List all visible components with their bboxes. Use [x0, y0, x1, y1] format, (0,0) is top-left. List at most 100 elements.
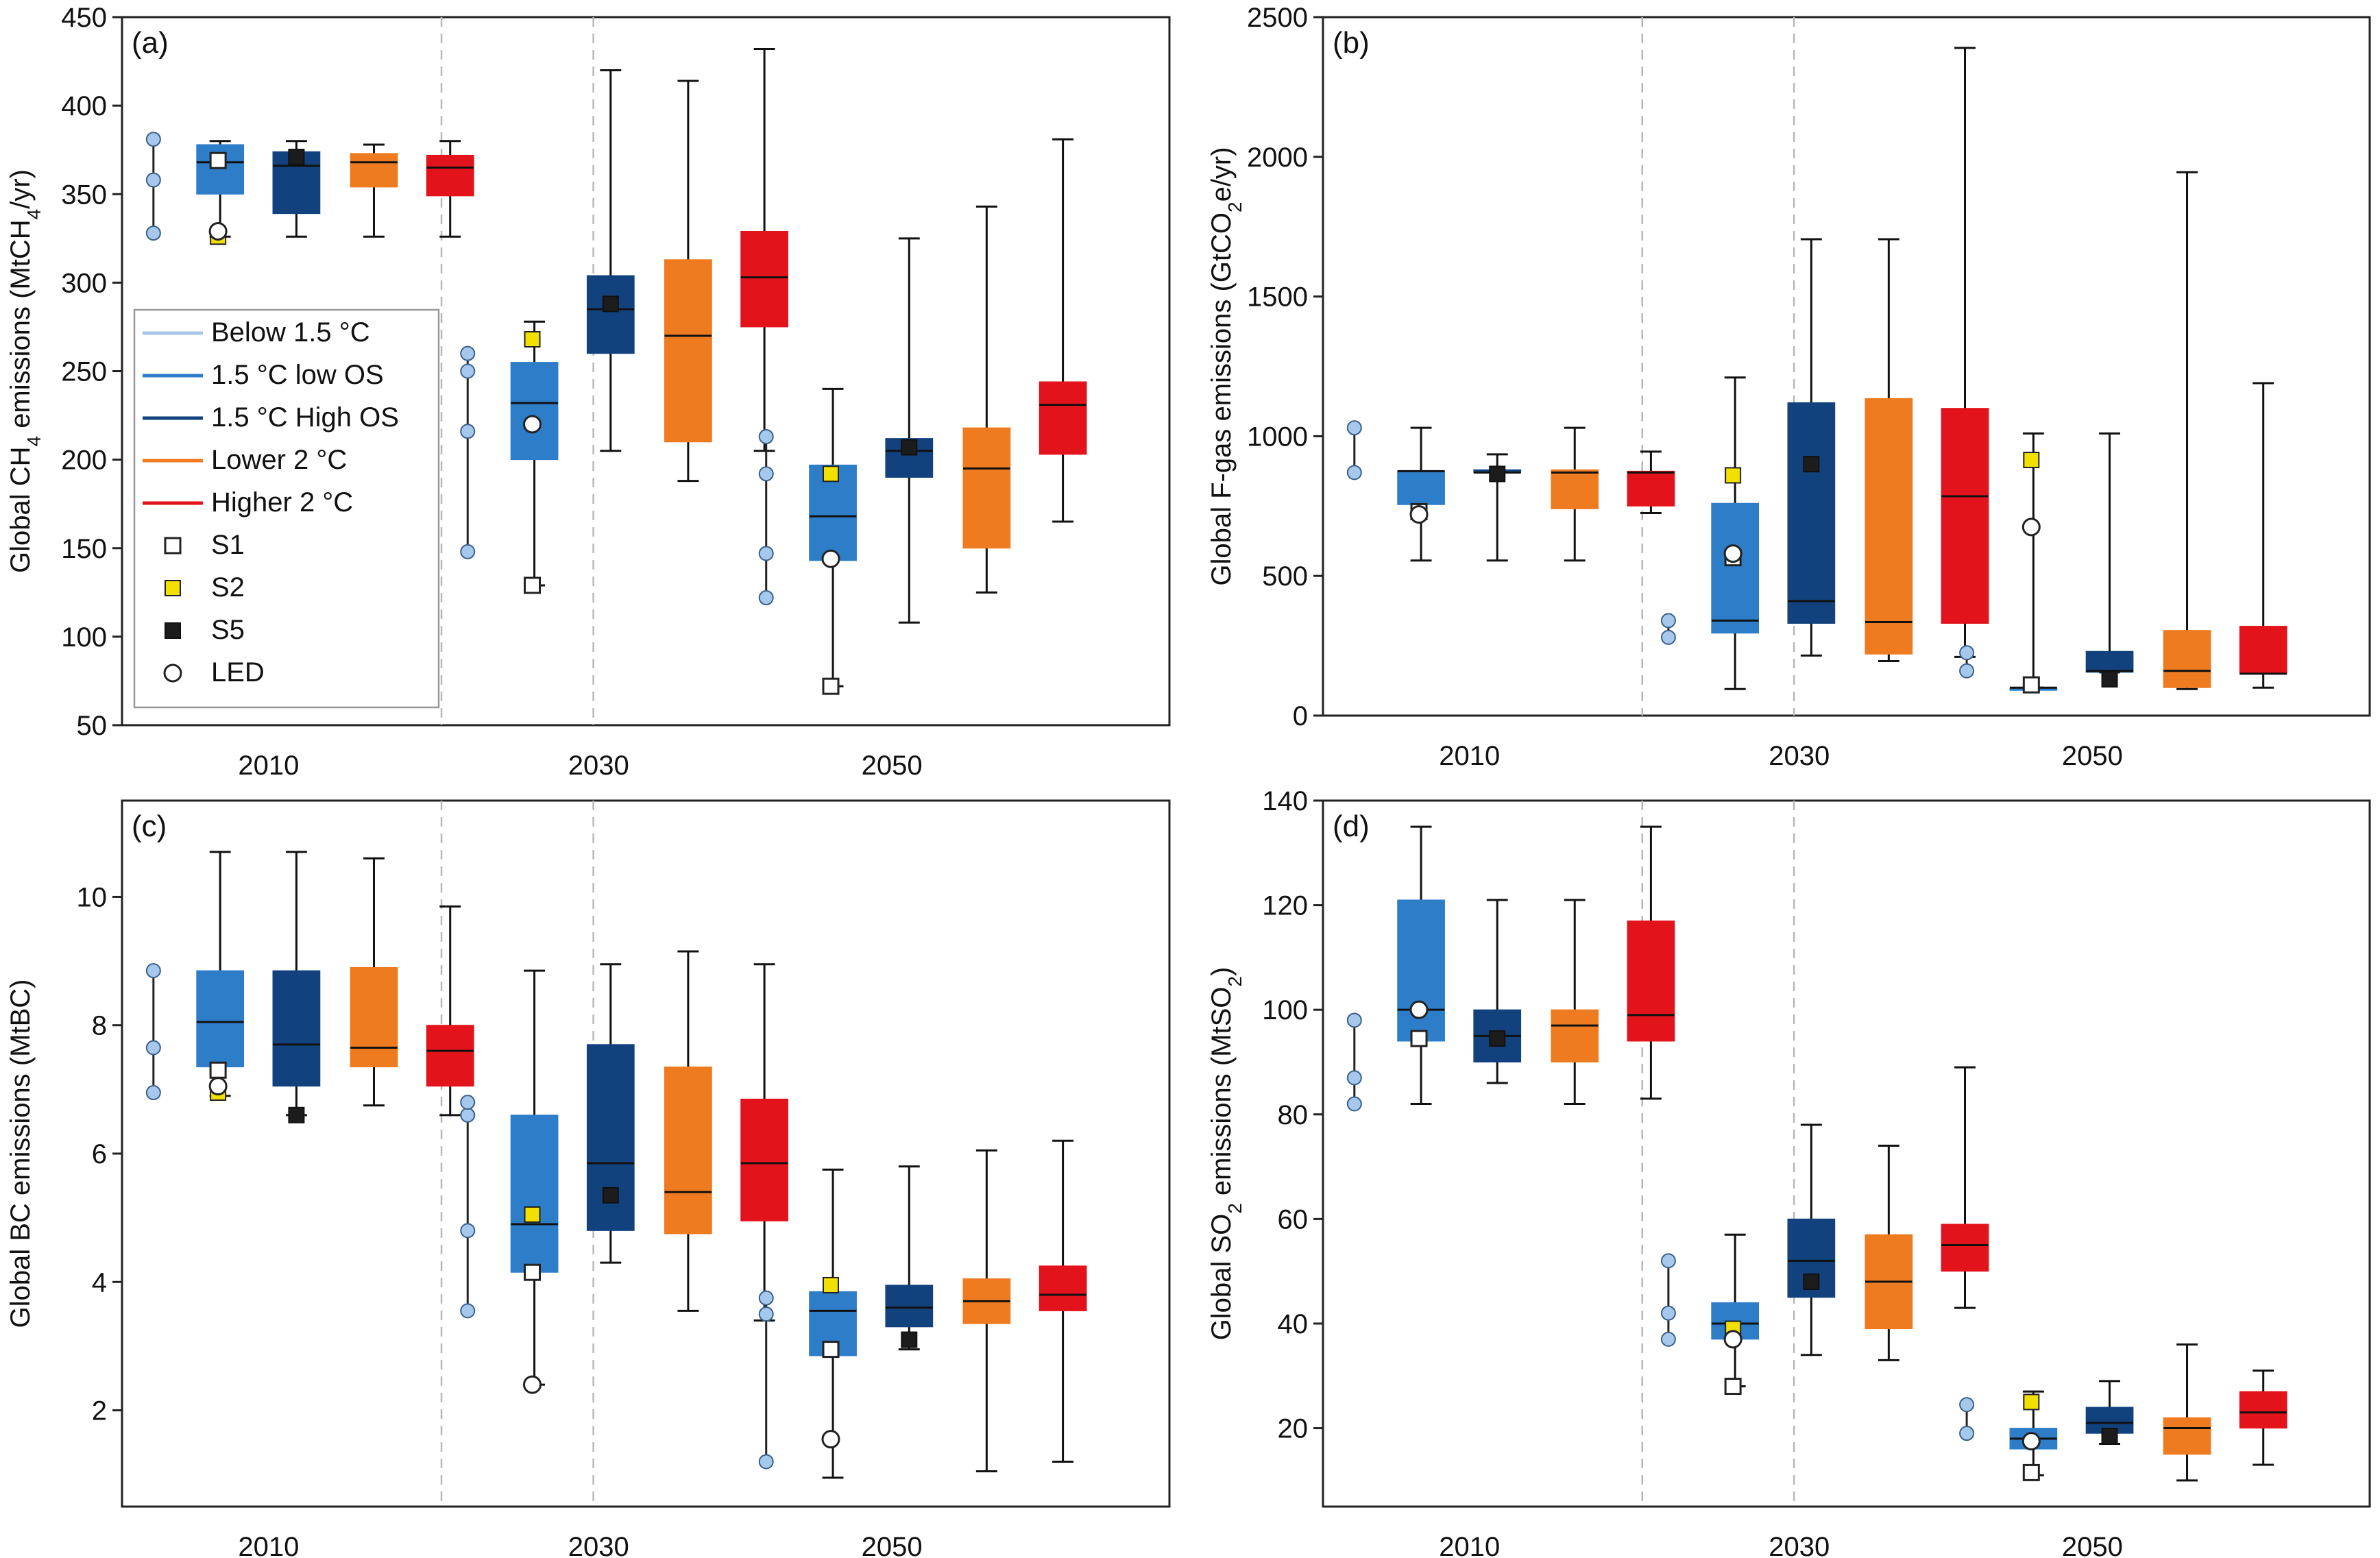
- legend-label: Higher 2 °C: [211, 487, 353, 518]
- box-high_os: [1787, 402, 1836, 624]
- below-15-point: [460, 363, 476, 379]
- box-higher2: [740, 230, 789, 328]
- box-lower2: [664, 1067, 712, 1234]
- below-15-point: [460, 424, 476, 439]
- plot-frame: [1322, 16, 2371, 717]
- y-axis-title-part: Global BC emissions (MtBC): [5, 979, 36, 1328]
- y-axis-title-subscript: 4: [23, 209, 45, 220]
- marker-s2: [822, 1276, 839, 1293]
- y-tick-label: 50: [77, 711, 108, 741]
- marker-s1: [822, 677, 840, 695]
- y-tick-label: 1000: [1247, 422, 1308, 452]
- box-low_os: [1397, 470, 1445, 505]
- below-15-point: [1346, 1096, 1362, 1112]
- below-15-point: [1959, 1426, 1975, 1441]
- below-15-point: [460, 1303, 476, 1319]
- below-15-point: [758, 429, 774, 445]
- below-15-point: [1346, 420, 1362, 436]
- marker-s1: [1724, 1378, 1742, 1396]
- plot-frame: [1322, 799, 2371, 1508]
- box-lower2: [1551, 1009, 1599, 1062]
- y-axis-title-part: ): [1206, 967, 1237, 976]
- marker-s5: [602, 1186, 619, 1204]
- marker-led: [821, 549, 840, 568]
- below-15-point: [1346, 1012, 1362, 1028]
- below-15-point: [758, 1290, 774, 1306]
- panel-c: 2 4 6 8 10 2010 2030 2050 (c) Global BC emissions…: [5, 799, 1171, 1558]
- marker-s5: [1803, 456, 1820, 473]
- legend-label: S5: [211, 615, 245, 645]
- marker-led: [1409, 1000, 1429, 1019]
- box-high_os: [272, 970, 321, 1087]
- legend-label: 1.5 °C low OS: [211, 360, 384, 390]
- box-lower2: [664, 259, 712, 443]
- box-low_os: [809, 464, 857, 561]
- marker-s5: [901, 439, 918, 456]
- box-low_os: [1711, 502, 1760, 634]
- marker-s2: [822, 465, 839, 483]
- below-15-point: [145, 226, 161, 241]
- marker-s5: [288, 1106, 305, 1123]
- marker-s5: [288, 149, 305, 166]
- below-15-point: [145, 1085, 161, 1101]
- marker-led: [163, 664, 182, 683]
- marker-s1: [2022, 676, 2040, 694]
- marker-s1: [822, 1341, 840, 1359]
- legend-label: Below 1.5 °C: [211, 317, 370, 348]
- below-15-point: [1959, 645, 1975, 661]
- legend-label: LED: [211, 657, 265, 687]
- y-axis-title-subscript: 2: [1224, 976, 1246, 987]
- y-tick-label: 100: [61, 622, 107, 653]
- below-15-point: [460, 1095, 476, 1110]
- marker-led: [1409, 505, 1429, 524]
- box-lower2: [350, 153, 398, 188]
- below-15-point: [145, 172, 161, 188]
- below-15-point: [1660, 629, 1676, 645]
- legend: Below 1.5 °C 1.5 °C low OS 1.5 °C High OS L…: [133, 308, 440, 709]
- box-low_os: [196, 970, 245, 1068]
- y-tick-label: 2000: [1247, 143, 1308, 173]
- below-15-point: [758, 590, 774, 606]
- marker-s5: [1489, 1030, 1506, 1047]
- box-higher2: [1627, 920, 1675, 1042]
- panel-letter: (a): [132, 26, 169, 60]
- marker-s5: [602, 295, 619, 313]
- box-higher2: [2239, 626, 2287, 674]
- box-low_os: [510, 362, 559, 461]
- marker-s5: [2101, 1428, 2118, 1444]
- y-axis-title-part: /yr): [5, 169, 36, 209]
- x-tick-label: 2050: [2062, 1532, 2123, 1558]
- box-higher2: [426, 1025, 474, 1087]
- box-low_os: [1397, 899, 1445, 1042]
- x-tick-label: 2010: [238, 1532, 299, 1558]
- y-tick-label: 6: [92, 1139, 107, 1169]
- y-tick-label: 120: [1262, 891, 1308, 921]
- y-axis-title-subscript: 2: [1224, 202, 1246, 212]
- box-higher2: [740, 1098, 789, 1221]
- y-axis-title-part: emissions (MtSO: [1206, 987, 1237, 1204]
- below-15-point: [1660, 613, 1676, 629]
- box-high_os: [885, 1285, 934, 1328]
- y-tick-label: 8: [92, 1011, 107, 1041]
- y-tick-label: 200: [61, 446, 107, 476]
- box-higher2: [1039, 381, 1087, 455]
- marker-led: [1723, 544, 1742, 563]
- box-higher2: [426, 154, 474, 197]
- y-tick-label: 450: [61, 3, 107, 33]
- x-tick-label: 2010: [238, 751, 299, 781]
- marker-s1: [1410, 1030, 1428, 1047]
- box-high_os: [2085, 650, 2134, 673]
- legend-label: S2: [211, 572, 245, 602]
- y-tick-label: 100: [1262, 995, 1308, 1025]
- panel-a: 50 100 150 200 250 300 350 400 450 2010 2030 2050 (a…: [5, 3, 1171, 781]
- below-15-point: [1660, 1253, 1676, 1269]
- box-higher2: [1941, 408, 1989, 624]
- marker-led: [821, 1430, 840, 1449]
- y-tick-label: 300: [61, 268, 107, 298]
- y-tick-label: 150: [61, 534, 107, 564]
- box-lower2: [350, 966, 398, 1068]
- y-axis-title-part: emissions (MtCH: [5, 219, 36, 436]
- box-lower2: [1551, 469, 1599, 509]
- box-higher2: [1941, 1224, 1989, 1272]
